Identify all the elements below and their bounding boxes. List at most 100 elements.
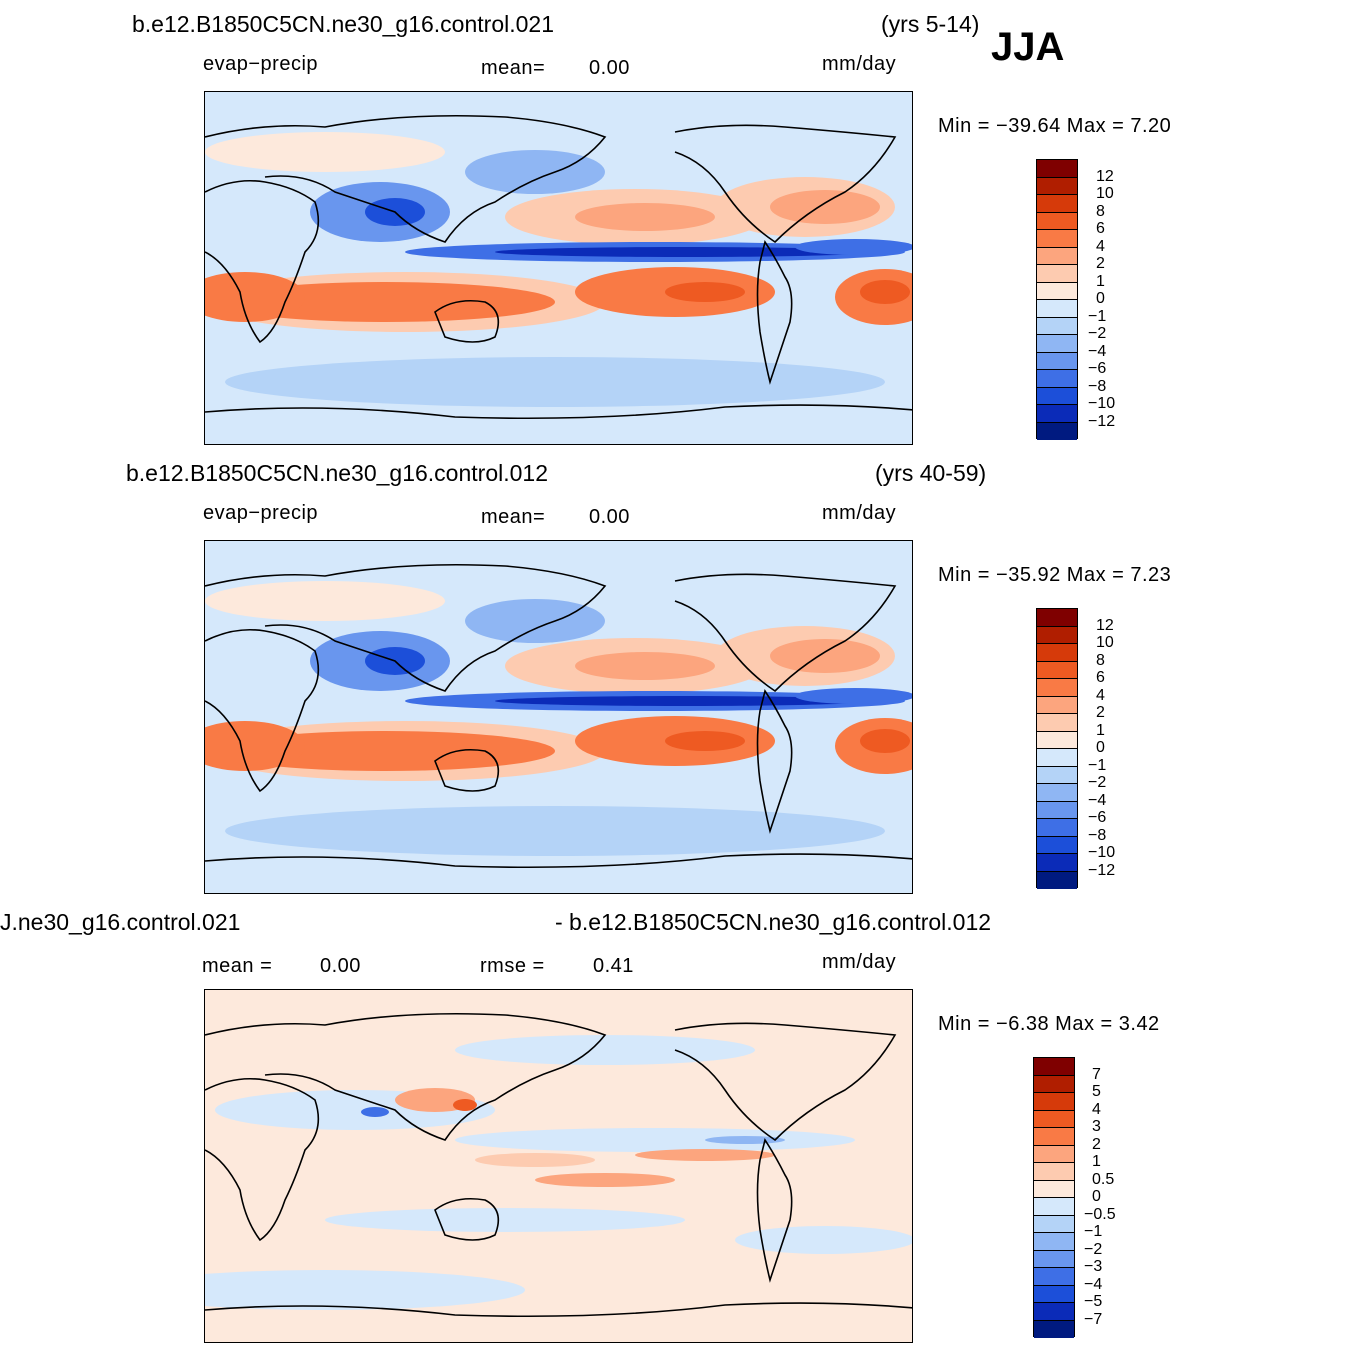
colorbar-swatch: [1034, 1320, 1074, 1338]
colorbar-label: 0: [1092, 1188, 1101, 1205]
colorbar-swatch: [1034, 1215, 1074, 1233]
colorbar-label: 6: [1096, 669, 1105, 686]
panel1-minmax: Min = −39.64 Max = 7.20: [938, 115, 1172, 137]
colorbar-label: 1: [1096, 721, 1105, 739]
panel3-colorbar: [1033, 1057, 1075, 1338]
colorbar-label: −12: [1088, 412, 1116, 430]
panel3-rmse-value: 0.41: [593, 955, 634, 977]
colorbar-label: 2: [1092, 1135, 1101, 1153]
colorbar-label: 1: [1092, 1153, 1101, 1170]
colorbar-label: −7: [1084, 1310, 1103, 1328]
colorbar-label: 10: [1096, 634, 1114, 651]
colorbar-swatch: [1037, 836, 1077, 854]
colorbar-swatch: [1037, 317, 1077, 335]
colorbar-swatch: [1037, 265, 1077, 283]
colorbar-swatch: [1034, 1075, 1074, 1093]
colorbar-label: 0.5: [1092, 1170, 1115, 1188]
colorbar-swatch: [1037, 212, 1077, 230]
colorbar-label: 4: [1092, 1100, 1101, 1118]
colorbar-swatch: [1037, 300, 1077, 318]
colorbar-swatch: [1037, 679, 1077, 697]
panel3-case-right: - b.e12.B1850C5CN.ne30_g16.control.012: [555, 909, 992, 935]
colorbar-swatch: [1037, 714, 1077, 732]
colorbar-label: 1: [1096, 272, 1105, 290]
colorbar-swatch: [1037, 405, 1077, 423]
colorbar-swatch: [1034, 1233, 1074, 1251]
colorbar-swatch: [1037, 661, 1077, 679]
colorbar-label: −12: [1088, 861, 1116, 879]
colorbar-label: −6: [1088, 360, 1107, 377]
panel2-units: mm/day: [822, 502, 897, 524]
colorbar-swatch: [1037, 626, 1077, 644]
panel2-variable: evap−precip: [203, 502, 319, 524]
panel1-years: (yrs 5-14): [881, 11, 980, 37]
colorbar-swatch: [1037, 854, 1077, 872]
colorbar-swatch: [1037, 871, 1077, 889]
colorbar-swatch: [1037, 696, 1077, 714]
colorbar-swatch: [1037, 731, 1077, 749]
colorbar-swatch: [1037, 387, 1077, 405]
panel2-colorbar: [1036, 608, 1078, 889]
colorbar-swatch: [1037, 801, 1077, 819]
colorbar-label: 2: [1096, 255, 1105, 272]
colorbar-label: −1: [1088, 756, 1107, 774]
colorbar-swatch: [1037, 644, 1077, 662]
colorbar-label: −4: [1088, 791, 1107, 809]
colorbar-label: −1: [1088, 307, 1107, 325]
colorbar-swatch: [1034, 1250, 1074, 1268]
colorbar-swatch: [1034, 1180, 1074, 1198]
season-label: JJA: [991, 25, 1065, 69]
colorbar-label: −1: [1084, 1223, 1103, 1240]
colorbar-swatch: [1034, 1128, 1074, 1146]
colorbar-swatch: [1037, 160, 1077, 178]
panel3-map: [204, 989, 913, 1343]
colorbar-swatch: [1034, 1303, 1074, 1321]
colorbar-label: 8: [1096, 202, 1105, 220]
colorbar-label: 8: [1096, 651, 1105, 669]
panel3-mean-label: mean =: [202, 955, 273, 977]
panel1-mean-label: mean=: [481, 57, 546, 79]
colorbar-label: 0: [1096, 739, 1105, 756]
colorbar-label: 3: [1092, 1118, 1101, 1135]
colorbar-swatch: [1037, 335, 1077, 353]
colorbar-swatch: [1037, 766, 1077, 784]
colorbar-label: −6: [1088, 809, 1107, 826]
panel1-mean-value: 0.00: [589, 57, 630, 79]
colorbar-label: −4: [1084, 1275, 1103, 1293]
colorbar-label: −10: [1088, 844, 1116, 861]
colorbar-swatch: [1034, 1268, 1074, 1286]
colorbar-label: −2: [1088, 325, 1107, 342]
colorbar-label: 4: [1096, 686, 1105, 704]
colorbar-label: −2: [1084, 1240, 1103, 1258]
colorbar-swatch: [1034, 1058, 1074, 1076]
colorbar-swatch: [1037, 609, 1077, 627]
colorbar-swatch: [1037, 784, 1077, 802]
colorbar-label: 10: [1096, 185, 1114, 202]
colorbar-swatch: [1034, 1093, 1074, 1111]
panel1-variable: evap−precip: [203, 53, 319, 75]
colorbar-swatch: [1034, 1285, 1074, 1303]
colorbar-swatch: [1037, 352, 1077, 370]
panel3-rmse-label: rmse =: [480, 955, 545, 977]
colorbar-label: −10: [1088, 395, 1116, 412]
colorbar-label: −8: [1088, 377, 1107, 395]
panel2-case-title: b.e12.B1850C5CN.ne30_g16.control.012: [126, 460, 548, 486]
colorbar-swatch: [1034, 1163, 1074, 1181]
panel2-minmax: Min = −35.92 Max = 7.23: [938, 564, 1172, 586]
colorbar-label: −2: [1088, 774, 1107, 791]
colorbar-label: 2: [1096, 704, 1105, 721]
colorbar-label: 4: [1096, 237, 1105, 255]
colorbar-label: −4: [1088, 342, 1107, 360]
panel2-mean-value: 0.00: [589, 506, 630, 528]
panel2-map: [204, 540, 913, 894]
colorbar-swatch: [1037, 247, 1077, 265]
colorbar-swatch: [1037, 230, 1077, 248]
colorbar-swatch: [1034, 1110, 1074, 1128]
colorbar-swatch: [1034, 1145, 1074, 1163]
colorbar-swatch: [1037, 177, 1077, 195]
panel3-units: mm/day: [822, 951, 897, 973]
colorbar-label: 12: [1096, 616, 1114, 634]
panel2-mean-label: mean=: [481, 506, 546, 528]
colorbar-label: −5: [1084, 1293, 1103, 1310]
panel1-map: [204, 91, 913, 445]
